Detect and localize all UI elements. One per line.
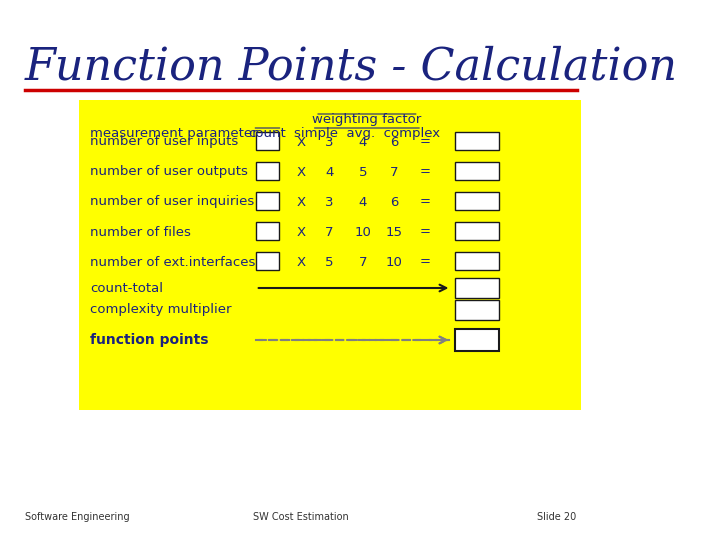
Text: 7: 7 — [359, 255, 367, 268]
Text: number of ext.interfaces: number of ext.interfaces — [90, 255, 256, 268]
Text: number of user inquiries: number of user inquiries — [90, 195, 254, 208]
Bar — [256, 132, 279, 150]
Bar — [456, 162, 499, 180]
Text: 6: 6 — [390, 195, 399, 208]
Text: number of user outputs: number of user outputs — [90, 165, 248, 179]
Text: 4: 4 — [325, 165, 333, 179]
Text: =: = — [420, 136, 431, 148]
Text: complexity multiplier: complexity multiplier — [90, 303, 232, 316]
Text: count-total: count-total — [90, 281, 163, 294]
Text: =: = — [420, 255, 431, 268]
Text: 7: 7 — [390, 165, 399, 179]
Bar — [456, 329, 499, 351]
Text: Slide 20: Slide 20 — [537, 512, 577, 522]
Bar — [256, 192, 279, 210]
Text: 3: 3 — [325, 195, 333, 208]
Text: 15: 15 — [386, 226, 403, 239]
Text: X: X — [297, 195, 305, 208]
Text: =: = — [420, 165, 431, 179]
Text: X: X — [297, 136, 305, 148]
Text: 7: 7 — [325, 226, 333, 239]
Text: SW Cost Estimation: SW Cost Estimation — [253, 512, 348, 522]
Bar — [456, 192, 499, 210]
Text: 4: 4 — [359, 195, 367, 208]
Text: 10: 10 — [386, 255, 403, 268]
Text: number of user inputs: number of user inputs — [90, 136, 238, 148]
Text: X: X — [297, 226, 305, 239]
Bar — [79, 100, 581, 410]
Text: 4: 4 — [359, 136, 367, 148]
Text: number of files: number of files — [90, 226, 191, 239]
Bar — [456, 278, 499, 298]
Text: count: count — [248, 127, 287, 140]
Text: =: = — [420, 195, 431, 208]
Bar — [256, 162, 279, 180]
Text: X: X — [297, 165, 305, 179]
Text: measurement parameter: measurement parameter — [90, 127, 258, 140]
Text: 5: 5 — [359, 165, 367, 179]
Text: function points: function points — [90, 333, 209, 347]
Text: 5: 5 — [325, 255, 333, 268]
Text: weighting factor: weighting factor — [312, 113, 421, 126]
Text: 6: 6 — [390, 136, 399, 148]
Text: simple  avg.  complex: simple avg. complex — [294, 127, 440, 140]
Text: X: X — [297, 255, 305, 268]
Bar — [456, 132, 499, 150]
Bar — [456, 300, 499, 320]
Bar — [256, 252, 279, 270]
Text: 3: 3 — [325, 136, 333, 148]
Bar — [456, 222, 499, 240]
Bar — [256, 222, 279, 240]
Bar — [456, 252, 499, 270]
Text: 10: 10 — [354, 226, 371, 239]
Text: Function Points - Calculation: Function Points - Calculation — [25, 45, 678, 88]
Text: =: = — [420, 226, 431, 239]
Text: Software Engineering: Software Engineering — [25, 512, 130, 522]
